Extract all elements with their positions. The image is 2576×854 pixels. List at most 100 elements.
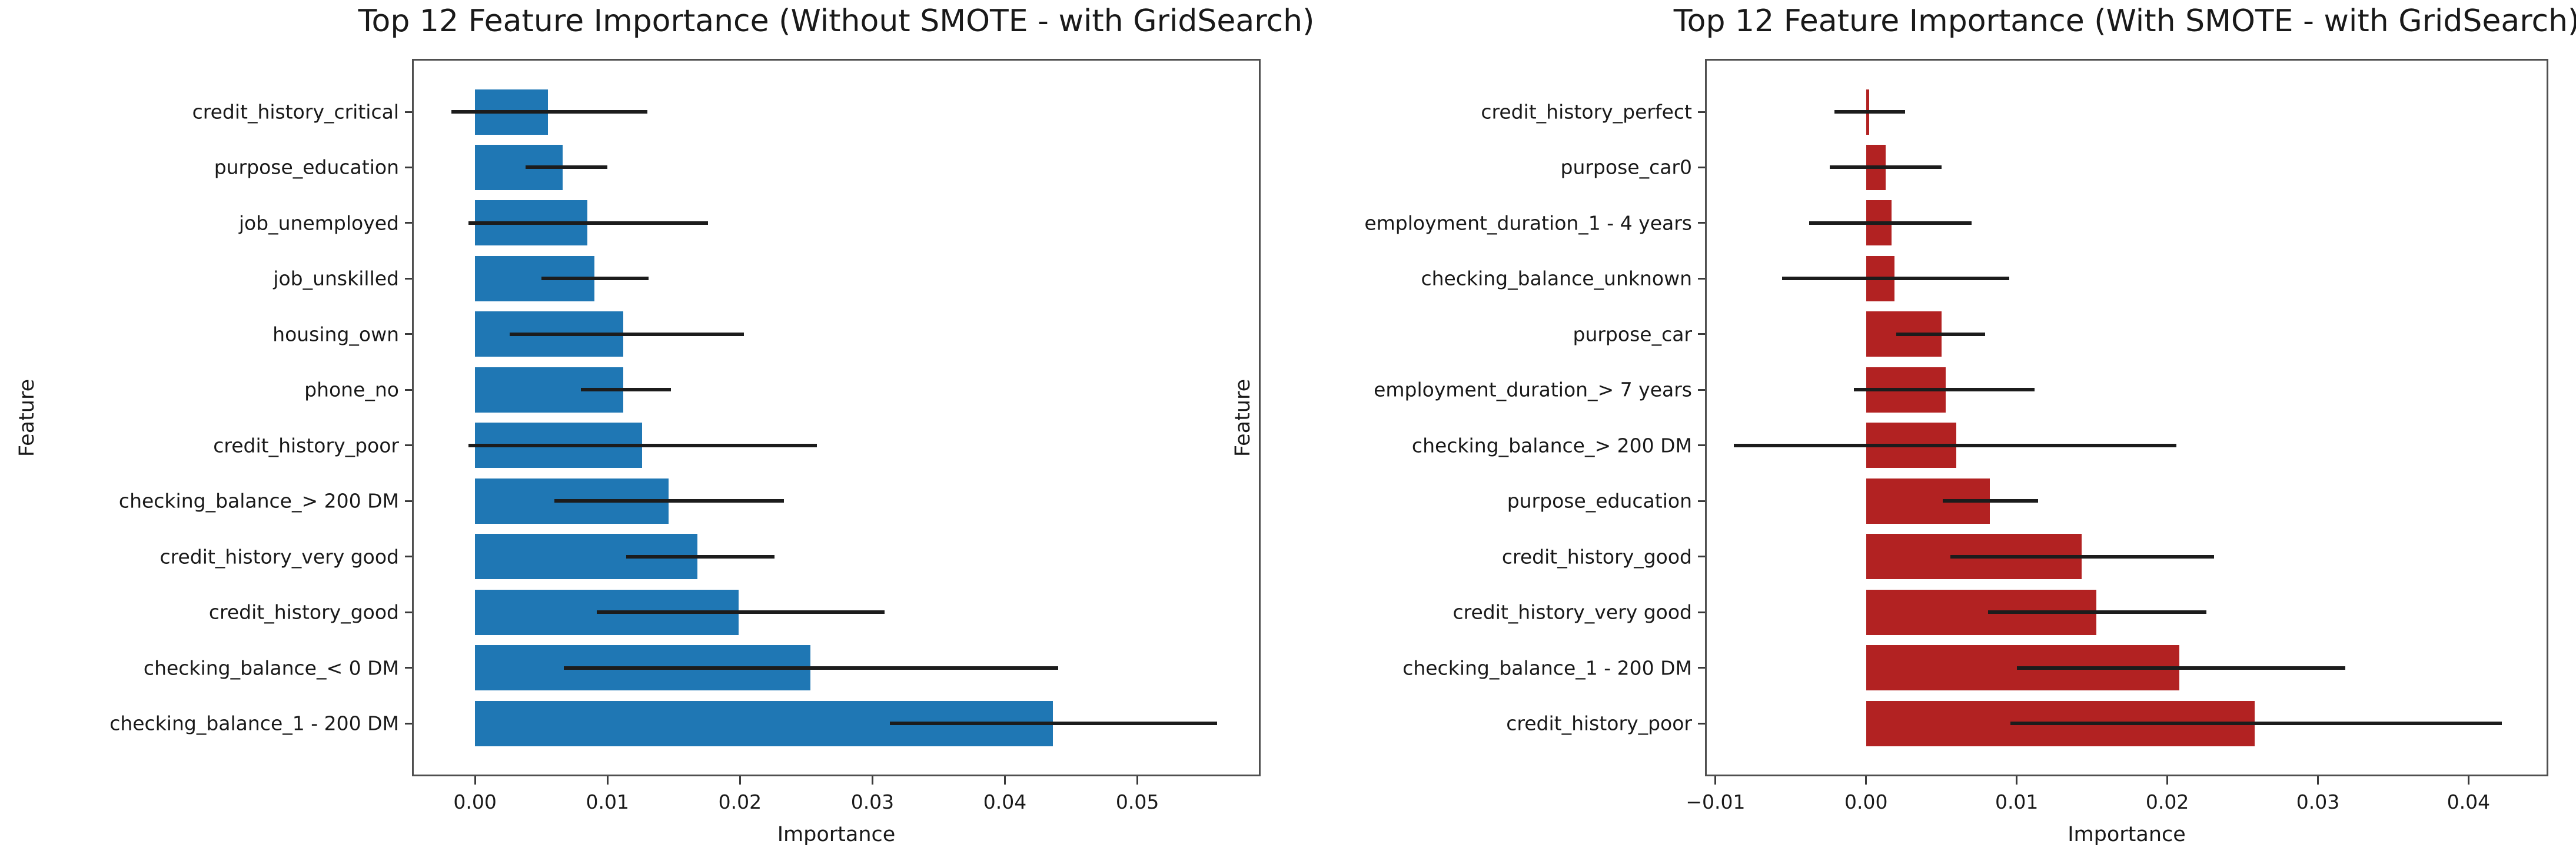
y-tick (1698, 667, 1705, 669)
y-tick (1698, 611, 1705, 613)
x-tick (2316, 776, 2319, 785)
y-tick (1698, 222, 1705, 224)
error-bar (451, 110, 647, 114)
x-tick-label: 0.04 (2447, 790, 2491, 813)
y-axis-label: Feature (1231, 378, 1255, 457)
x-tick (1136, 776, 1139, 785)
y-tick-label: checking_balance_unknown (1421, 267, 1692, 290)
error-bar (541, 277, 649, 281)
y-tick (405, 277, 412, 280)
x-tick (2166, 776, 2169, 785)
y-tick (405, 388, 412, 391)
error-bar (581, 388, 672, 392)
y-tick-label: credit_history_very good (1452, 600, 1692, 624)
y-tick (405, 111, 412, 113)
error-bar (1988, 610, 2207, 614)
x-tick-label: 0.03 (850, 790, 895, 813)
x-tick (1865, 776, 1867, 785)
x-tick-label: 0.04 (983, 790, 1027, 813)
y-tick-label: checking_balance_1 - 200 DM (109, 712, 399, 735)
chart-title: Top 12 Feature Importance (With SMOTE - … (1673, 4, 2576, 39)
y-tick (405, 611, 412, 613)
y-tick-label: purpose_education (214, 155, 399, 179)
x-tick-label: −0.01 (1686, 790, 1746, 813)
error-bar (554, 499, 784, 503)
y-tick (405, 222, 412, 224)
y-tick (405, 166, 412, 168)
y-tick (1698, 556, 1705, 558)
y-tick-label: job_unskilled (273, 267, 399, 290)
x-tick-label: 0.03 (2296, 790, 2340, 813)
x-tick (1714, 776, 1717, 785)
x-tick-label: 0.00 (453, 790, 497, 813)
x-tick (2467, 776, 2469, 785)
y-tick-label: checking_balance_> 200 DM (118, 489, 399, 513)
y-tick-label: credit_history_poor (213, 434, 399, 457)
x-tick-label: 0.02 (718, 790, 762, 813)
error-bar (509, 332, 744, 336)
y-tick (1698, 277, 1705, 280)
y-tick (1698, 500, 1705, 502)
y-tick-label: checking_balance_< 0 DM (143, 656, 399, 680)
y-tick (1698, 111, 1705, 113)
y-tick (1698, 166, 1705, 168)
y-tick (405, 333, 412, 335)
x-tick (871, 776, 873, 785)
y-tick (405, 444, 412, 447)
y-tick-label: credit_history_poor (1506, 712, 1692, 735)
x-tick (2016, 776, 2018, 785)
x-tick-label: 0.05 (1115, 790, 1159, 813)
x-axis-label: Importance (2068, 823, 2186, 846)
error-bar (1854, 388, 2035, 392)
x-tick-label: 0.02 (2145, 790, 2189, 813)
error-bar (2010, 722, 2502, 725)
y-tick (405, 500, 412, 502)
error-bar (2016, 666, 2345, 670)
error-bar (1834, 110, 1906, 114)
y-tick (1698, 388, 1705, 391)
y-tick-label: credit_history_good (208, 600, 399, 624)
error-bar (468, 443, 817, 447)
error-bar (1896, 332, 1985, 336)
y-tick-label: employment_duration_> 7 years (1374, 378, 1692, 401)
y-tick-label: checking_balance_> 200 DM (1411, 434, 1692, 457)
y-tick (405, 667, 412, 669)
error-bar (597, 610, 885, 614)
error-bar (1781, 277, 2009, 281)
x-tick-label: 0.01 (1995, 790, 2039, 813)
error-bar (525, 165, 608, 170)
error-bar (889, 722, 1217, 725)
y-tick (405, 722, 412, 725)
error-bar (1950, 554, 2214, 559)
y-tick (405, 556, 412, 558)
error-bar (626, 554, 775, 559)
error-bar (1943, 499, 2038, 503)
error-bar (1809, 221, 1972, 225)
x-tick (606, 776, 609, 785)
error-bar (1733, 443, 2176, 447)
y-tick-label: phone_no (304, 378, 399, 401)
y-tick-label: purpose_education (1507, 489, 1692, 513)
x-tick (1004, 776, 1006, 785)
y-tick-label: job_unemployed (238, 211, 399, 235)
x-tick (739, 776, 741, 785)
y-tick-label: employment_duration_1 - 4 years (1364, 211, 1692, 235)
y-tick-label: credit_history_very good (159, 545, 399, 569)
y-tick-label: purpose_car (1573, 323, 1693, 346)
x-axis-label: Importance (777, 823, 896, 846)
x-tick (474, 776, 476, 785)
error-bar (1830, 165, 1942, 170)
error-bar (563, 666, 1058, 670)
error-bar (468, 221, 709, 225)
y-tick-label: credit_history_perfect (1481, 100, 1692, 124)
y-tick-label: housing_own (272, 323, 399, 346)
y-tick (1698, 444, 1705, 447)
y-tick-label: purpose_car0 (1560, 155, 1693, 179)
y-tick (1698, 722, 1705, 725)
y-tick (1698, 333, 1705, 335)
x-tick-label: 0.00 (1844, 790, 1888, 813)
y-tick-label: credit_history_critical (192, 100, 399, 124)
y-tick-label: checking_balance_1 - 200 DM (1402, 656, 1692, 680)
x-tick-label: 0.01 (586, 790, 629, 813)
